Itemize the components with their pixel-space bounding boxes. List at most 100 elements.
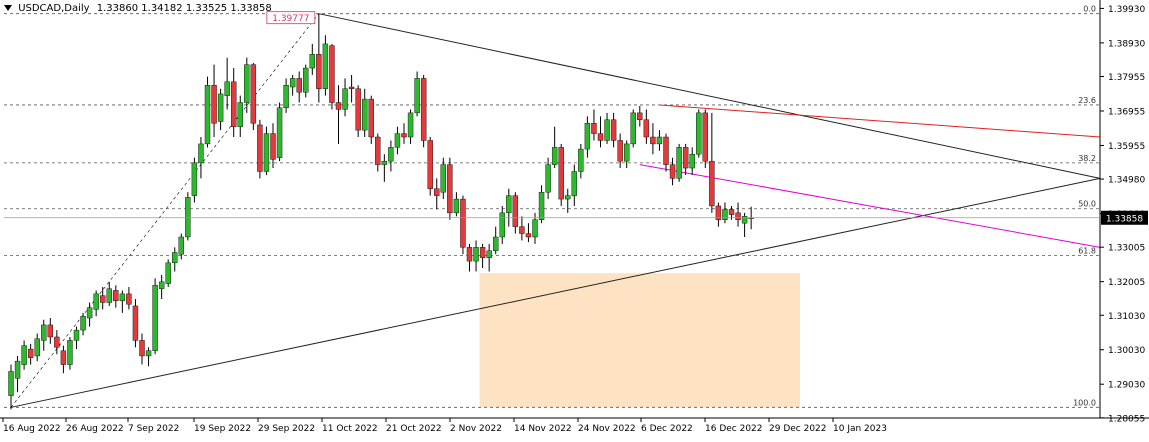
candle[interactable] [230,68,237,138]
candle[interactable] [172,247,178,272]
trendline-fib-dashed[interactable] [10,13,320,408]
candle[interactable] [368,95,374,144]
candle[interactable] [67,336,73,370]
candle[interactable] [211,64,217,138]
candle[interactable] [289,74,296,96]
candle[interactable] [538,185,545,224]
candle[interactable] [126,286,132,310]
candle[interactable] [165,259,171,287]
candle[interactable] [689,147,695,175]
candle[interactable] [158,274,165,300]
candle[interactable] [362,88,368,138]
candle[interactable] [355,85,361,138]
candle[interactable] [257,119,263,179]
candle[interactable] [381,154,388,182]
candle[interactable] [34,333,40,362]
candle[interactable] [682,143,689,175]
candle[interactable] [669,157,676,186]
candle[interactable] [270,123,276,169]
candle[interactable] [584,116,591,158]
trendline-red[interactable] [659,104,1101,138]
candle[interactable] [237,95,243,138]
candle[interactable] [715,202,722,227]
candle[interactable] [388,140,394,172]
candle[interactable] [132,299,139,348]
candle[interactable] [545,157,551,200]
candle[interactable] [8,364,14,410]
candle[interactable] [60,345,67,374]
candle[interactable] [329,43,335,110]
candle[interactable] [624,140,630,169]
candle[interactable] [113,285,119,308]
candle[interactable] [191,157,198,203]
candle[interactable] [735,202,741,227]
candle[interactable] [650,123,656,155]
candle[interactable] [47,318,53,344]
candle[interactable] [663,133,669,172]
candle[interactable] [152,278,158,355]
candle[interactable] [440,157,446,200]
candle[interactable] [676,143,682,182]
candle[interactable] [263,126,270,175]
dropdown-triangle-icon[interactable] [4,5,12,11]
candle[interactable] [617,133,623,169]
candle[interactable] [309,43,315,75]
candle[interactable] [473,240,479,272]
candle[interactable] [99,286,106,310]
candle[interactable] [604,112,610,144]
candle[interactable] [86,302,93,327]
candle[interactable] [335,85,342,144]
candle[interactable] [348,74,355,103]
candle[interactable] [512,192,519,234]
candle[interactable] [185,192,191,241]
candle[interactable] [303,64,309,98]
candle[interactable] [466,243,473,272]
candle[interactable] [407,109,414,144]
candle[interactable] [525,223,532,243]
candle[interactable] [414,71,420,117]
candle[interactable] [741,212,748,237]
candle[interactable] [139,333,145,365]
candle[interactable] [276,102,283,162]
candle[interactable] [643,109,650,144]
candle[interactable] [296,71,302,103]
candle[interactable] [696,109,702,158]
candle[interactable] [558,143,564,206]
trendline-black-lower[interactable] [10,177,1101,408]
candle[interactable] [250,62,257,131]
candle[interactable] [204,76,211,148]
candle[interactable] [93,290,99,317]
candle[interactable] [401,123,407,144]
candle[interactable] [597,116,604,148]
candle[interactable] [119,290,126,313]
candle[interactable] [394,126,401,155]
candle[interactable] [493,226,499,255]
trendline-black-upper[interactable] [318,13,1101,179]
candle[interactable] [106,281,112,306]
candle[interactable] [244,57,250,113]
candle[interactable] [637,105,643,127]
candle[interactable] [217,88,224,131]
candle[interactable] [578,143,584,179]
candle[interactable] [420,74,427,148]
candle[interactable] [41,319,47,351]
candle[interactable] [571,164,577,206]
candle[interactable] [709,112,715,213]
candle[interactable] [14,355,21,393]
candle[interactable] [453,192,460,217]
candle[interactable] [342,78,348,117]
candle[interactable] [178,233,185,260]
candle[interactable] [630,109,636,148]
candle[interactable] [702,109,708,169]
candle[interactable] [610,112,617,148]
candle[interactable] [591,109,597,141]
candle[interactable] [27,343,34,365]
demand-zone[interactable] [479,273,800,408]
trendline-magenta[interactable] [639,164,1101,248]
candle[interactable] [460,195,466,255]
candle[interactable] [722,202,728,224]
candle[interactable] [21,340,27,370]
candle[interactable] [479,243,486,269]
